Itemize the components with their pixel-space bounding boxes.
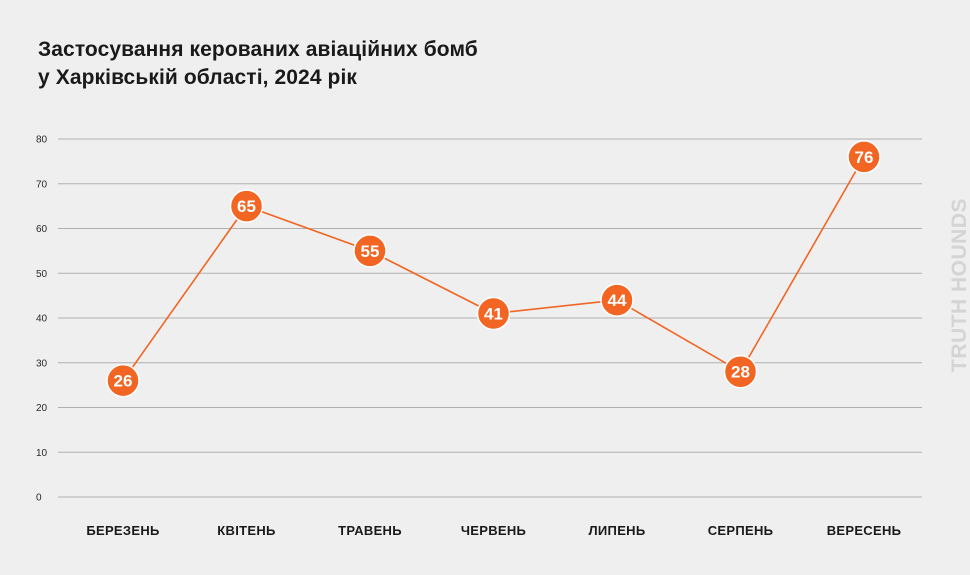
chart-title-line-1: Застосування керованих авіаційних бомб — [38, 38, 478, 61]
watermark-logo: TRUTH HOUNDS — [948, 198, 970, 372]
y-tick-label-20: 20 — [36, 403, 48, 414]
data-point-6 — [723, 354, 758, 389]
x-category-label-1: БЕРЕЗЕНЬ — [86, 523, 159, 538]
chart-title: Застосування керованих авіаційних бомб у… — [38, 36, 478, 92]
data-point-5 — [600, 283, 634, 317]
data-point-2 — [229, 189, 264, 223]
data-label-2: 65 — [237, 197, 256, 216]
x-category-label-4: ЧЕРВЕНЬ — [461, 523, 526, 538]
y-tick-label-0: 0 — [36, 493, 42, 504]
y-tick-label-70: 70 — [36, 179, 48, 190]
y-tick-label-60: 60 — [36, 224, 48, 235]
data-point-7 — [847, 140, 881, 174]
y-tick-label-50: 50 — [36, 269, 48, 280]
x-category-label-6: СЕРПЕНЬ — [708, 523, 774, 538]
y-tick-label-40: 40 — [36, 314, 48, 325]
y-tick-label-10: 10 — [36, 448, 48, 459]
data-point-3 — [353, 234, 387, 268]
data-point-4 — [476, 296, 511, 331]
data-label-7: 76 — [855, 148, 874, 167]
chart-title-line-2: у Харківській області, 2024 рік — [38, 66, 358, 89]
data-label-3: 55 — [361, 242, 380, 261]
x-category-label-5: ЛИПЕНЬ — [588, 523, 645, 538]
x-category-label-7: ВЕРЕСЕНЬ — [827, 523, 902, 538]
data-label-4: 41 — [484, 305, 503, 324]
data-point-1 — [106, 363, 140, 398]
x-category-label-3: ТРАВЕНЬ — [338, 523, 402, 538]
data-label-6: 28 — [731, 363, 750, 382]
y-tick-label-80: 80 — [36, 135, 48, 146]
x-category-label-2: КВІТЕНЬ — [217, 523, 275, 538]
data-label-1: 26 — [114, 372, 133, 391]
data-label-5: 44 — [608, 291, 627, 310]
series-line — [122, 156, 865, 382]
y-tick-label-30: 30 — [36, 358, 48, 369]
